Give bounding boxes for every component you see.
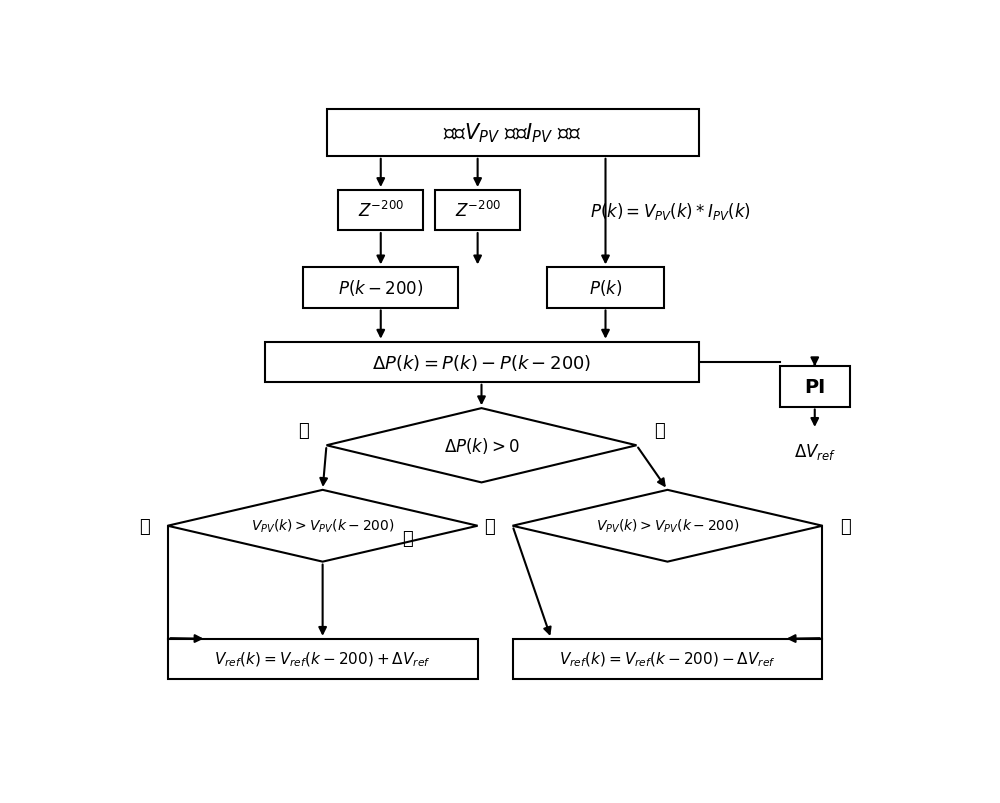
Text: 否: 否 [402,530,413,548]
Text: $V_{PV}(k)>V_{PV}(k-200)$: $V_{PV}(k)>V_{PV}(k-200)$ [251,517,395,535]
Text: $P(k-200)$: $P(k-200)$ [338,278,423,298]
Text: $V_{ref}(k)=V_{ref}(k-200)+\Delta V_{ref}$: $V_{ref}(k)=V_{ref}(k-200)+\Delta V_{ref… [214,650,431,668]
Text: 电压$V_{PV}$ 电流$I_{PV}$ 采样: 电压$V_{PV}$ 电流$I_{PV}$ 采样 [443,122,582,145]
Polygon shape [326,409,637,483]
FancyBboxPatch shape [780,367,850,407]
FancyBboxPatch shape [338,190,423,230]
Text: $V_{ref}(k)=V_{ref}(k-200)-\Delta V_{ref}$: $V_{ref}(k)=V_{ref}(k-200)-\Delta V_{ref… [559,650,776,668]
FancyBboxPatch shape [512,639,822,679]
Text: 否: 否 [654,422,665,439]
FancyBboxPatch shape [326,110,698,157]
Text: $P(k)=V_{PV}(k)*I_{PV}(k)$: $P(k)=V_{PV}(k)*I_{PV}(k)$ [590,200,751,222]
Text: $P(k)$: $P(k)$ [589,278,622,298]
Text: 是: 是 [484,517,495,535]
Text: 是: 是 [139,517,150,535]
Text: 否: 否 [840,517,851,535]
Text: $\Delta P(k)=P(k)-P(k-200)$: $\Delta P(k)=P(k)-P(k-200)$ [372,353,591,373]
Text: $\Delta P(k)>0$: $\Delta P(k)>0$ [444,436,519,455]
Text: PI: PI [804,377,825,397]
FancyBboxPatch shape [303,268,458,308]
FancyBboxPatch shape [168,639,478,679]
FancyBboxPatch shape [435,190,520,230]
Text: $V_{PV}(k)>V_{PV}(k-200)$: $V_{PV}(k)>V_{PV}(k-200)$ [596,517,739,535]
FancyBboxPatch shape [264,342,698,382]
FancyBboxPatch shape [547,268,664,308]
Polygon shape [168,490,478,562]
Text: $Z^{-200}$: $Z^{-200}$ [455,201,501,221]
Text: $Z^{-200}$: $Z^{-200}$ [358,201,404,221]
Text: $\Delta V_{ref}$: $\Delta V_{ref}$ [794,442,836,462]
Text: 是: 是 [298,422,309,439]
Polygon shape [512,490,822,562]
